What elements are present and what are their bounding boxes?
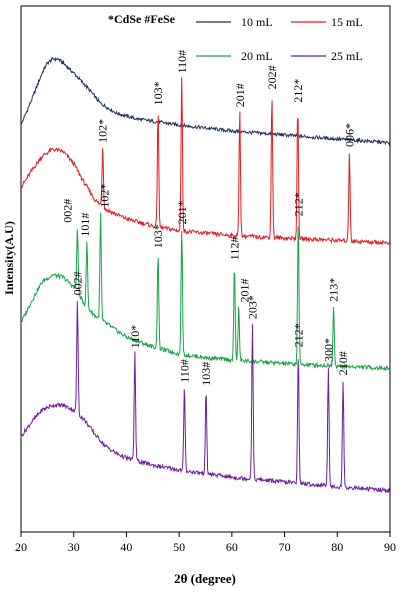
peak-label: 103* <box>151 81 165 105</box>
peak-label: 202# <box>265 65 279 89</box>
peak-label: 101# <box>78 213 92 237</box>
peak-label: 201* <box>175 200 189 224</box>
x-tick-label: 20 <box>15 540 27 554</box>
peak-label: 212* <box>291 192 305 216</box>
peak-label: 110# <box>175 50 189 74</box>
legend-entry-25ml: 25 mL <box>291 49 363 63</box>
peak-label: 103# <box>199 362 213 386</box>
series-line-25ml <box>20 301 391 494</box>
legend-label: 15 mL <box>331 15 363 29</box>
peak-label: 006* <box>342 123 356 147</box>
peak-label: 210# <box>336 351 350 375</box>
x-tick-label: 80 <box>331 540 343 554</box>
peak-label-layer: 102* 103* 110# 201# 202# 212* 006* 002# 101# 102*… <box>60 50 356 386</box>
x-axis: 20 30 40 50 60 70 80 90 <box>15 532 396 554</box>
legend-label: 20 mL <box>241 49 273 63</box>
legend-entry-15ml: 15 mL <box>291 15 363 29</box>
legend-label: 25 mL <box>331 49 363 63</box>
peak-label: 103* <box>151 224 165 248</box>
peak-label: 212* <box>291 79 305 103</box>
peak-label: 212* <box>291 323 305 347</box>
peak-label: 213* <box>327 278 341 302</box>
series-layer <box>20 56 391 494</box>
x-tick-label: 30 <box>68 540 80 554</box>
peak-label: 002# <box>60 199 74 223</box>
legend-entry-10ml: 10 mL <box>196 15 273 29</box>
peak-label: 102* <box>96 119 110 143</box>
legend-label: 10 mL <box>241 15 273 29</box>
peak-label: 102* <box>98 184 112 208</box>
series-line-20ml <box>20 212 391 371</box>
peak-label: 201# <box>233 83 247 107</box>
peak-label: 112# <box>228 237 242 261</box>
peak-label: 002# <box>70 271 84 295</box>
x-tick-label: 70 <box>279 540 291 554</box>
x-tick-label: 90 <box>384 540 396 554</box>
legend: *CdSe #FeSe 10 mL 15 mL 20 mL 25 mL <box>108 12 363 63</box>
plot-frame <box>20 5 391 533</box>
peak-label: 201# <box>238 279 252 303</box>
peak-label: 110* <box>128 325 142 349</box>
peak-label: 300* <box>321 338 335 362</box>
y-axis-label: Intensity(A.U) <box>2 221 16 295</box>
x-tick-label: 50 <box>173 540 185 554</box>
peak-label: 203* <box>245 295 259 319</box>
x-axis-label: 2θ (degree) <box>174 571 236 586</box>
series-line-15ml <box>20 77 391 246</box>
x-tick-label: 60 <box>226 540 238 554</box>
series-line-10ml <box>20 56 391 147</box>
legend-header: *CdSe #FeSe <box>108 12 176 26</box>
peak-label: 110# <box>177 359 191 383</box>
x-tick-label: 40 <box>120 540 132 554</box>
legend-entry-20ml: 20 mL <box>196 49 273 63</box>
